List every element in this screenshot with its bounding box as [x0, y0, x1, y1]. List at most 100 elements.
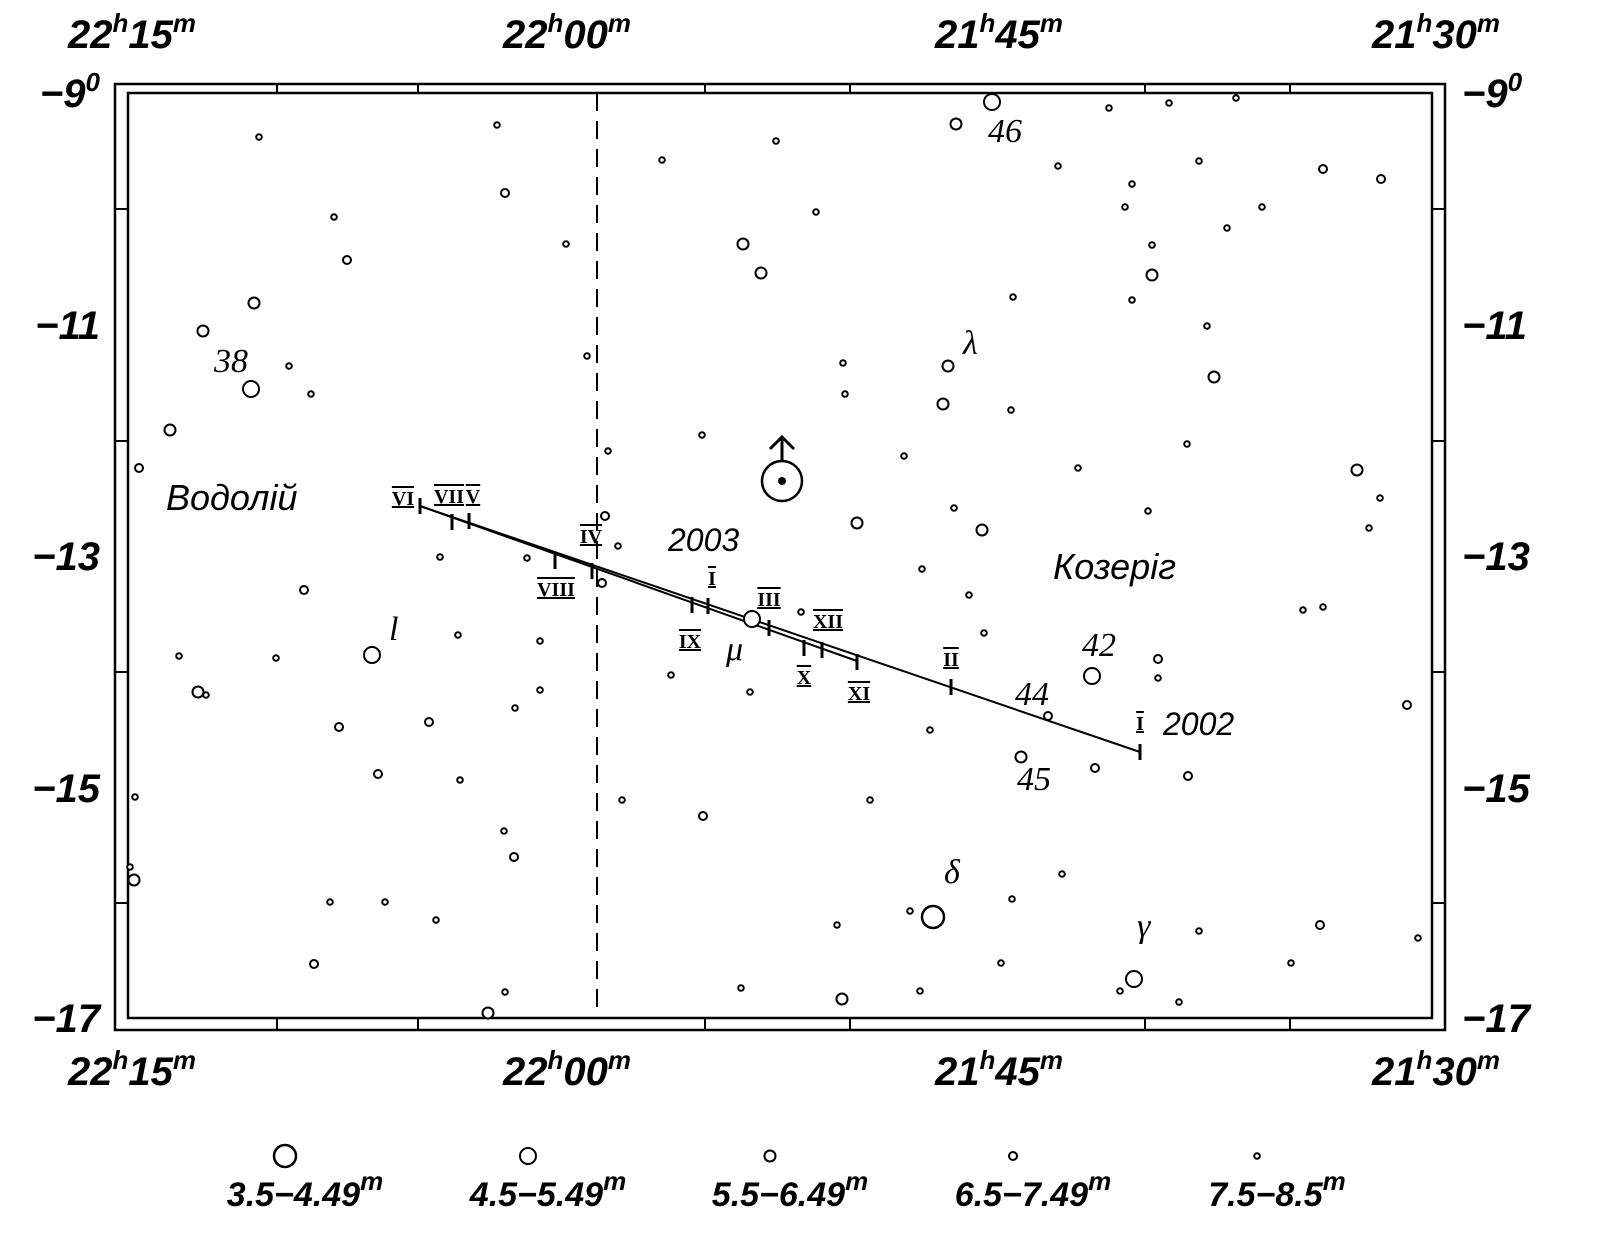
- star: [1195, 157, 1203, 165]
- ra-minutes-unit: m: [1040, 1045, 1063, 1075]
- ra-minutes-unit: m: [173, 1045, 196, 1075]
- legend-label: 7.5−8.5m: [1208, 1166, 1346, 1214]
- star: [797, 608, 805, 616]
- ra-label: 21h45m: [934, 8, 1063, 57]
- ra-hours: 21: [934, 1050, 980, 1094]
- star: [1258, 203, 1266, 211]
- mars-month: X: [797, 667, 812, 689]
- star: [1402, 700, 1412, 710]
- star: [950, 504, 958, 512]
- star: [737, 984, 745, 992]
- star: [1007, 406, 1015, 414]
- star: [941, 359, 955, 373]
- dec-label: −11: [1462, 304, 1527, 348]
- star: [1165, 99, 1173, 107]
- ra-minutes-unit: m: [1477, 8, 1500, 38]
- ra-hours: 22: [502, 13, 548, 57]
- star-label: μ: [725, 631, 743, 668]
- star: [500, 188, 510, 198]
- dec-value: −11: [35, 304, 100, 348]
- constellation-name: Водолій: [166, 477, 297, 518]
- star-label: 44: [1015, 676, 1049, 713]
- star: [900, 452, 908, 460]
- dec-value: −11: [1462, 304, 1527, 348]
- ra-minutes-unit: m: [1040, 8, 1063, 38]
- mars-month: V: [466, 486, 481, 508]
- star: [658, 156, 666, 164]
- star: [330, 213, 338, 221]
- star: [583, 352, 591, 360]
- star: [454, 631, 462, 639]
- dec-label: −90: [40, 67, 101, 116]
- star: [1058, 870, 1066, 878]
- legend-unit: m: [1088, 1166, 1111, 1196]
- dec-value: −9: [1462, 72, 1508, 116]
- star-label: 46: [988, 113, 1022, 150]
- star: [299, 585, 309, 595]
- ra-minutes: 15: [128, 1050, 173, 1094]
- star: [134, 463, 144, 473]
- ra-minutes-unit: m: [1477, 1045, 1500, 1075]
- star: [906, 907, 914, 915]
- legend-range: 6.5−7.49: [955, 1176, 1088, 1214]
- legend-unit: m: [1323, 1166, 1346, 1196]
- mars-month: XII: [813, 611, 843, 633]
- ra-minutes: 45: [994, 13, 1040, 57]
- star: [373, 769, 383, 779]
- star: [980, 629, 988, 637]
- ra-minutes-unit: m: [173, 8, 196, 38]
- star: [1043, 711, 1053, 721]
- dec-value: −15: [1462, 767, 1531, 811]
- legend-symbol: [1253, 1152, 1261, 1160]
- star: [975, 523, 989, 537]
- ra-label: 22h00m: [502, 8, 631, 57]
- constellation-name: Козеріг: [1053, 546, 1176, 587]
- star-label: γ: [1137, 908, 1152, 945]
- legend-unit: m: [845, 1166, 868, 1196]
- mars-track-return: [419, 505, 858, 662]
- star: [309, 959, 319, 969]
- ra-hours: 21: [1371, 1050, 1417, 1094]
- star-label: λ: [962, 325, 978, 362]
- star: [936, 397, 950, 411]
- star: [131, 793, 139, 801]
- star: [175, 652, 183, 660]
- star-label: δ: [944, 854, 961, 891]
- ra-hours: 22: [67, 13, 113, 57]
- star: [1154, 674, 1162, 682]
- star: [926, 726, 934, 734]
- star: [1195, 927, 1203, 935]
- dec-unit: 0: [1508, 67, 1523, 97]
- star: [342, 255, 352, 265]
- dec-value: −13: [1462, 535, 1530, 579]
- legend-symbol: [1008, 1151, 1018, 1161]
- dec-label: −17: [1462, 997, 1532, 1041]
- star: [1145, 268, 1159, 282]
- star: [1144, 507, 1152, 515]
- star: [746, 688, 754, 696]
- star: [196, 324, 210, 338]
- star: [1121, 203, 1129, 211]
- star: [326, 898, 334, 906]
- star: [1009, 293, 1017, 301]
- ra-label: 22h15m: [67, 8, 196, 57]
- star: [202, 691, 210, 699]
- legend-label: 5.5−6.49m: [712, 1166, 868, 1214]
- star: [1376, 174, 1386, 184]
- legend-symbol: [519, 1147, 537, 1165]
- ra-minutes: 00: [563, 1050, 608, 1094]
- dec-label: −13: [1462, 535, 1530, 579]
- mars-track: [419, 505, 1141, 753]
- star: [1090, 763, 1100, 773]
- star: [850, 516, 864, 530]
- star: [381, 898, 389, 906]
- star: [536, 637, 544, 645]
- mars-month: IX: [679, 631, 702, 653]
- star: [247, 296, 261, 310]
- ra-hours-unit: h: [113, 8, 129, 38]
- star: [866, 796, 874, 804]
- star: [126, 863, 134, 871]
- star: [698, 811, 708, 821]
- ra-hours: 21: [934, 13, 980, 57]
